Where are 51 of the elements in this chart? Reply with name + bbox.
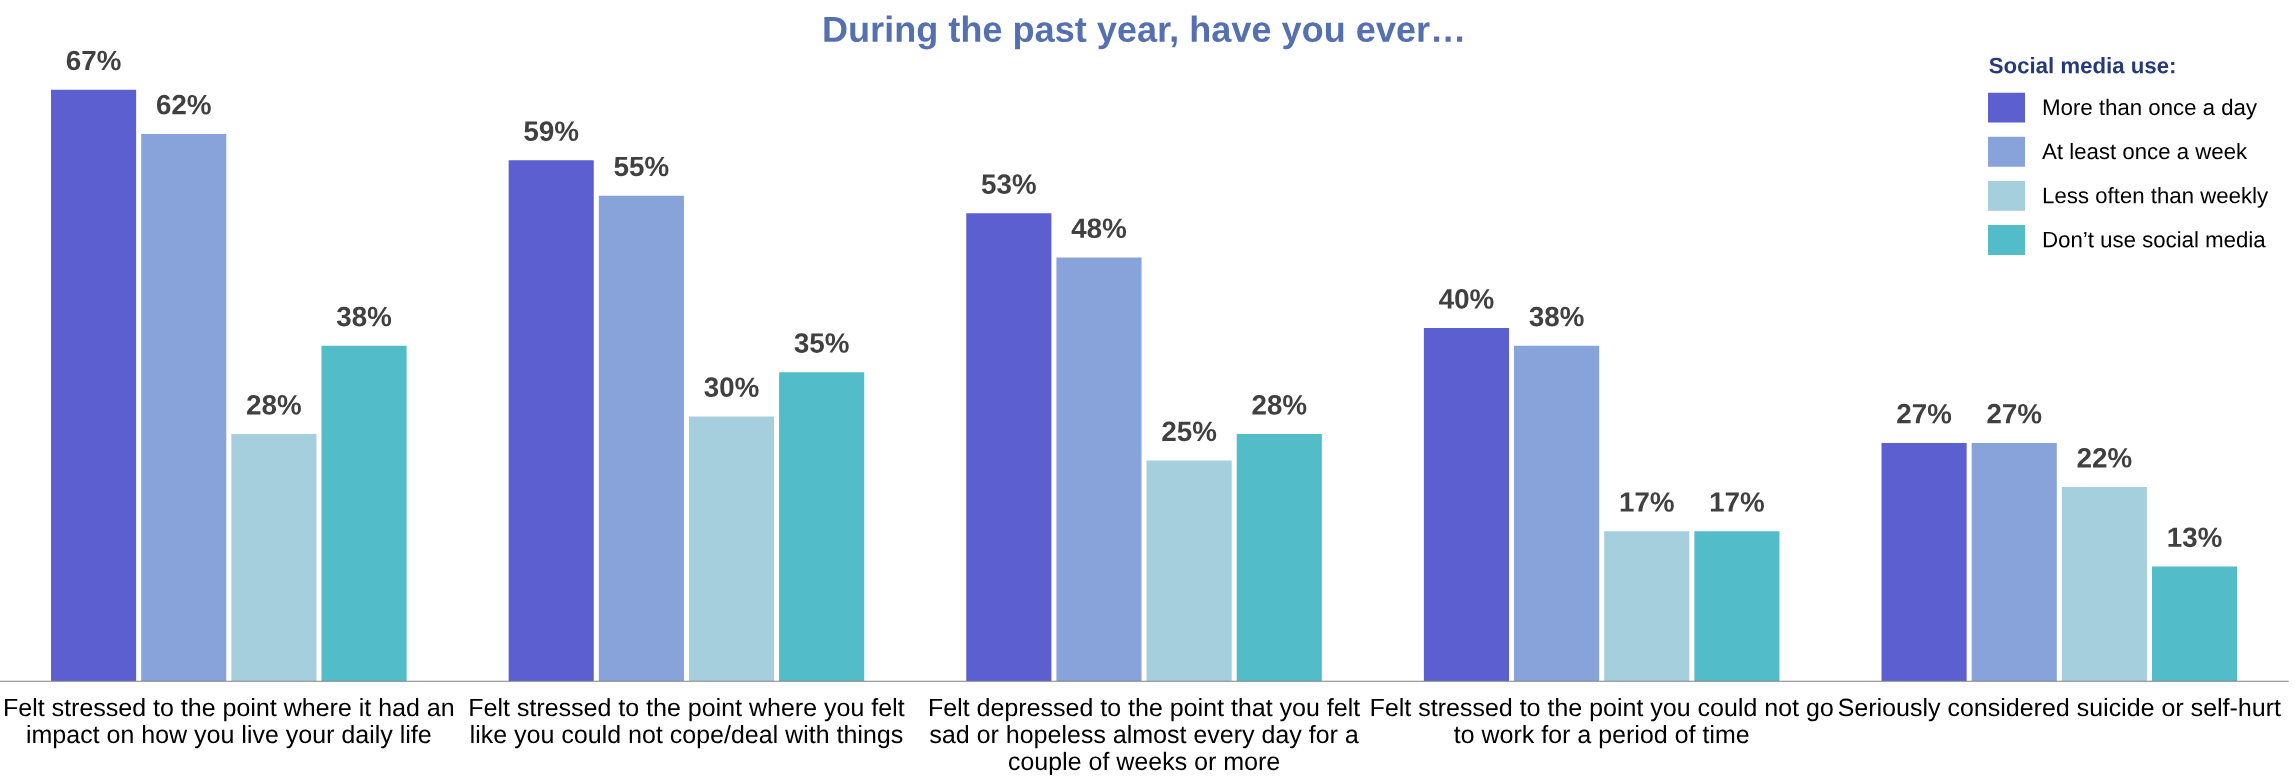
bar: [141, 133, 227, 682]
data-label: 22%: [2077, 448, 2132, 468]
data-label: 40%: [1439, 289, 1494, 309]
data-label: 27%: [1987, 403, 2042, 424]
bar: [1514, 345, 1600, 682]
data-label: 55%: [614, 156, 669, 177]
bar: [1056, 257, 1142, 682]
x-tick-label: Felt stressed to the point where it had an impact on how you live your daily life: [5, 697, 454, 749]
bar: [1881, 442, 1967, 682]
bar: [688, 416, 775, 682]
data-label: 25%: [1162, 421, 1217, 442]
x-tick-label: Felt stressed to the point you could not go to work for a period of time: [1371, 697, 1833, 749]
data-label: 17%: [1710, 492, 1764, 512]
bar: [779, 372, 865, 682]
chart-title: During the past year, have you ever…: [824, 15, 1463, 50]
legend-label: Don’t use social media: [2043, 231, 2266, 248]
x-tick-label: Seriously considered suicide or self-hurt: [1838, 697, 2281, 722]
legend-label: More than once a day: [2043, 98, 2257, 120]
bar: [1604, 531, 1690, 682]
data-label: 59%: [524, 121, 579, 141]
data-label: 13%: [2168, 527, 2222, 548]
bar: [1694, 531, 1780, 682]
data-label: 53%: [981, 174, 1036, 194]
bar: [1423, 328, 1510, 682]
bar: [966, 213, 1052, 682]
legend-label: Less often than weekly: [2043, 187, 2269, 208]
bar: [1971, 442, 2057, 682]
bar: [231, 434, 317, 682]
bar: [2151, 566, 2238, 682]
data-label: 67%: [66, 50, 121, 71]
bar: [321, 345, 407, 682]
x-tick-label: Felt stressed to the point where you felt like you could not cope/deal with things: [470, 697, 905, 749]
data-label: 35%: [794, 333, 849, 353]
legend-label: At least once a week: [2042, 142, 2248, 160]
data-label: 17%: [1620, 492, 1674, 512]
data-label: 38%: [336, 306, 392, 327]
bar: [598, 195, 684, 682]
bar: [508, 160, 594, 682]
bar: [51, 89, 137, 682]
bar: [1146, 460, 1232, 682]
data-label: 28%: [1252, 395, 1307, 415]
legend-title: Social media use:: [1989, 57, 2175, 74]
bar: [1236, 434, 1322, 682]
data-label: 62%: [156, 94, 211, 115]
data-label: 27%: [1897, 403, 1952, 424]
data-label: 28%: [247, 395, 301, 415]
data-label: 48%: [1071, 218, 1127, 239]
data-label: 38%: [1529, 306, 1584, 327]
data-label: 30%: [704, 377, 759, 398]
x-tick-label: Felt depressed to the point that you felt sad or hopeless almost every day for a couple of weeks or more: [930, 697, 1360, 776]
bar: [2061, 487, 2147, 682]
